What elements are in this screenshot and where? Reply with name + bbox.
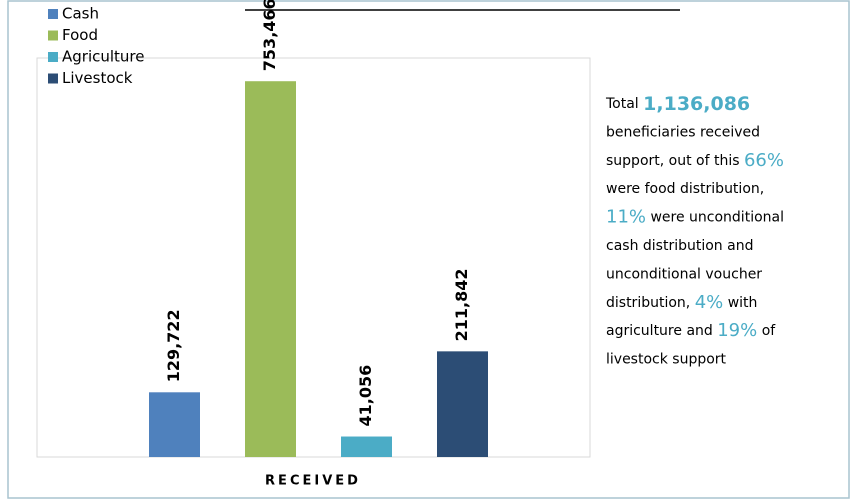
frame <box>7 0 850 499</box>
annotation-text: with <box>723 295 757 311</box>
legend-swatch <box>48 73 58 84</box>
annotation-text: unconditional voucher <box>606 266 762 282</box>
bar <box>245 81 296 457</box>
annotation-text: agriculture and <box>606 323 717 339</box>
bar <box>437 351 488 457</box>
annotation-highlight: 11% <box>606 207 646 228</box>
data-label: 211,842 <box>452 268 471 341</box>
annotation-highlight: 66% <box>744 150 784 171</box>
annotation-text: cash distribution and <box>606 238 753 254</box>
annotation-line: Total 1,136,086 <box>605 93 750 115</box>
annotation-line: support, out of this 66% <box>606 150 784 171</box>
annotation-line: were food distribution, <box>606 181 764 197</box>
annotation-text: livestock support <box>606 352 727 368</box>
legend-swatch <box>48 52 58 62</box>
annotation-line: unconditional voucher <box>606 266 762 282</box>
legend-label: Agriculture <box>62 48 145 66</box>
legend-label: Cash <box>62 5 99 23</box>
x-tick-label: RECEIVED <box>265 474 361 489</box>
annotation-line: cash distribution and <box>606 238 753 254</box>
legend-label: Food <box>62 26 98 44</box>
annotation-highlight: 1,136,086 <box>643 93 750 115</box>
legend-swatch <box>48 30 58 41</box>
data-label: 753,466 <box>260 0 279 71</box>
annotation-line: agriculture and 19% of <box>606 320 776 341</box>
annotation-text: beneficiaries received <box>606 124 760 140</box>
annotation-text: were unconditional <box>646 210 784 226</box>
annotation-highlight: 19% <box>717 320 757 341</box>
annotation-text: support, out of this <box>606 153 744 169</box>
annotation-highlight: 4% <box>695 292 724 313</box>
bar <box>149 392 200 457</box>
data-label: 41,056 <box>356 365 375 427</box>
legend-swatch <box>48 9 58 19</box>
annotation-line: 11% were unconditional <box>606 207 784 228</box>
plot-area <box>36 57 591 458</box>
annotation-text: were food distribution, <box>606 181 764 197</box>
annotation-line: beneficiaries received <box>606 124 760 140</box>
annotation-text: distribution, <box>606 295 695 311</box>
annotation-text: Total <box>605 96 643 112</box>
bar <box>341 436 392 457</box>
data-label: 129,722 <box>164 309 183 382</box>
legend-label: Livestock <box>62 69 133 87</box>
annotation-text: of <box>757 323 776 339</box>
annotation-line: distribution, 4% with <box>606 292 757 313</box>
annotation-line: livestock support <box>606 352 727 368</box>
